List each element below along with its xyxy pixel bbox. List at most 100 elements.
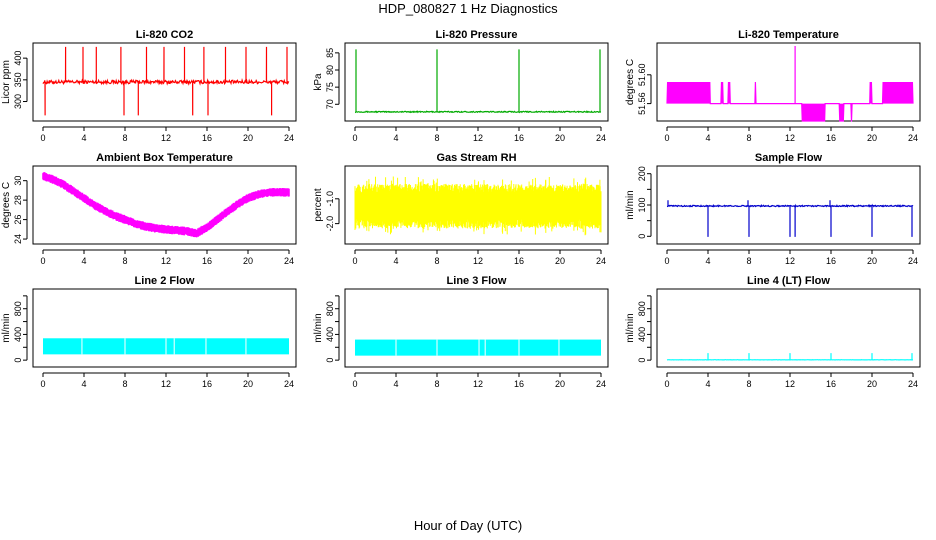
data-series-licor-temp — [666, 46, 914, 122]
data-series-ambient-temp — [42, 172, 290, 238]
x-tick-label: 24 — [908, 379, 918, 389]
x-tick-label: 20 — [243, 256, 253, 266]
x-tick-label: 16 — [826, 379, 836, 389]
x-tick-label: 8 — [746, 379, 751, 389]
y-tick-label: -2.0 — [325, 216, 335, 232]
x-tick-label: 0 — [40, 133, 45, 143]
panel-title: Line 4 (LT) Flow — [747, 275, 830, 287]
y-tick-label: 70 — [325, 99, 335, 109]
x-tick-label: 4 — [393, 256, 398, 266]
x-axis-label: Hour of Day (UTC) — [413, 518, 523, 533]
y-axis-label: degrees C — [1, 182, 12, 228]
y-tick-label: 0 — [637, 358, 647, 363]
y-tick-label: -1.0 — [325, 191, 335, 207]
panel-line4-flow: Line 4 (LT) Flow ml/min 0 4 8 12 16 20 24 0 400 800 — [625, 275, 921, 389]
plot-frame — [32, 42, 297, 122]
y-tick-label: 200 — [637, 166, 647, 181]
y-axis-label: ml/min — [625, 190, 636, 219]
x-tick-label: 16 — [514, 379, 524, 389]
x-tick-label: 20 — [555, 133, 565, 143]
data-series-line4-flow — [666, 353, 914, 361]
x-tick-label: 4 — [705, 256, 710, 266]
x-tick-label: 8 — [434, 379, 439, 389]
x-tick-label: 12 — [785, 133, 795, 143]
panel-title: Gas Stream RH — [436, 152, 516, 164]
x-tick-label: 8 — [746, 256, 751, 266]
x-tick-label: 20 — [555, 256, 565, 266]
x-tick-label: 16 — [826, 133, 836, 143]
x-tick-label: 0 — [40, 379, 45, 389]
plot-frame — [656, 288, 921, 368]
y-tick-label: 400 — [637, 327, 647, 342]
y-tick-label: 51.60 — [637, 64, 647, 87]
x-tick-label: 8 — [746, 133, 751, 143]
y-tick-label: 300 — [13, 94, 23, 109]
x-tick-label: 16 — [202, 133, 212, 143]
y-tick-label: 28 — [13, 195, 23, 205]
x-tick-label: 20 — [243, 133, 253, 143]
panel-licor-temp: Li-820 Temperature degrees C 0 4 8 12 16 20 24 51… — [625, 29, 921, 143]
y-tick-label: 100 — [637, 197, 647, 212]
y-axis-label: degrees C — [625, 59, 636, 105]
y-axis-label: Licor ppm — [1, 60, 12, 104]
y-axis-label: ml/min — [313, 313, 324, 342]
x-tick-label: 20 — [243, 379, 253, 389]
x-tick-label: 8 — [434, 256, 439, 266]
data-series-rh — [354, 176, 602, 236]
x-tick-label: 24 — [908, 256, 918, 266]
data-series-line3-flow — [355, 339, 601, 356]
y-tick-label: 24 — [13, 234, 23, 244]
y-tick-label: 400 — [13, 327, 23, 342]
x-tick-label: 8 — [434, 133, 439, 143]
panel-co2: Li-820 CO2 Licor ppm 0 4 8 12 16 20 24 300 350 400 — [1, 29, 297, 143]
x-tick-label: 24 — [284, 256, 294, 266]
panel-pressure: Li-820 Pressure kPa 0 4 8 12 16 20 24 70 75 80 85 — [313, 29, 609, 143]
plot-frame — [32, 165, 297, 245]
plot-frame — [656, 165, 921, 245]
panel-title: Sample Flow — [755, 152, 823, 164]
y-tick-label: 30 — [13, 176, 23, 186]
x-tick-label: 12 — [161, 133, 171, 143]
x-tick-label: 4 — [81, 256, 86, 266]
x-tick-label: 16 — [202, 379, 212, 389]
x-tick-label: 24 — [284, 133, 294, 143]
y-tick-label: 800 — [637, 301, 647, 316]
x-tick-label: 8 — [122, 379, 127, 389]
x-tick-label: 20 — [867, 379, 877, 389]
x-tick-label: 8 — [122, 133, 127, 143]
x-tick-label: 20 — [555, 379, 565, 389]
y-tick-label: 400 — [325, 327, 335, 342]
x-tick-label: 0 — [352, 256, 357, 266]
x-tick-label: 4 — [705, 133, 710, 143]
y-tick-label: 51.56 — [637, 92, 647, 115]
x-tick-label: 0 — [664, 133, 669, 143]
y-tick-label: 0 — [637, 234, 647, 239]
panel-title: Li-820 Temperature — [738, 29, 839, 41]
x-tick-label: 24 — [908, 133, 918, 143]
plot-frame — [344, 42, 609, 122]
panel-sample-flow: Sample Flow ml/min 0 4 8 12 16 20 24 0 100 200 — [625, 152, 921, 266]
plot-frame — [32, 288, 297, 368]
x-tick-label: 24 — [596, 379, 606, 389]
panel-ambient-temp: Ambient Box Temperature degrees C 0 4 8 12 16 2… — [1, 152, 297, 266]
x-tick-label: 4 — [393, 379, 398, 389]
plot-frame — [656, 42, 921, 122]
x-tick-label: 16 — [202, 256, 212, 266]
y-axis-label: kPa — [313, 73, 324, 91]
x-tick-label: 12 — [161, 379, 171, 389]
x-tick-label: 0 — [664, 256, 669, 266]
data-series-sample-flow — [666, 200, 914, 237]
x-tick-label: 16 — [826, 256, 836, 266]
x-tick-label: 0 — [352, 133, 357, 143]
x-tick-label: 24 — [284, 379, 294, 389]
x-tick-label: 4 — [393, 133, 398, 143]
y-tick-label: 80 — [325, 65, 335, 75]
x-tick-label: 0 — [40, 256, 45, 266]
x-tick-label: 4 — [81, 133, 86, 143]
y-tick-label: 0 — [325, 358, 335, 363]
plot-frame — [344, 165, 609, 245]
y-tick-label: 75 — [325, 82, 335, 92]
panel-line3-flow: Line 3 Flow ml/min 0 4 8 12 16 20 24 0 400 800 — [313, 275, 609, 389]
panel-line2-flow: Line 2 Flow ml/min 0 4 8 12 16 20 24 0 400 800 — [1, 275, 297, 389]
data-series-co2 — [42, 46, 290, 116]
